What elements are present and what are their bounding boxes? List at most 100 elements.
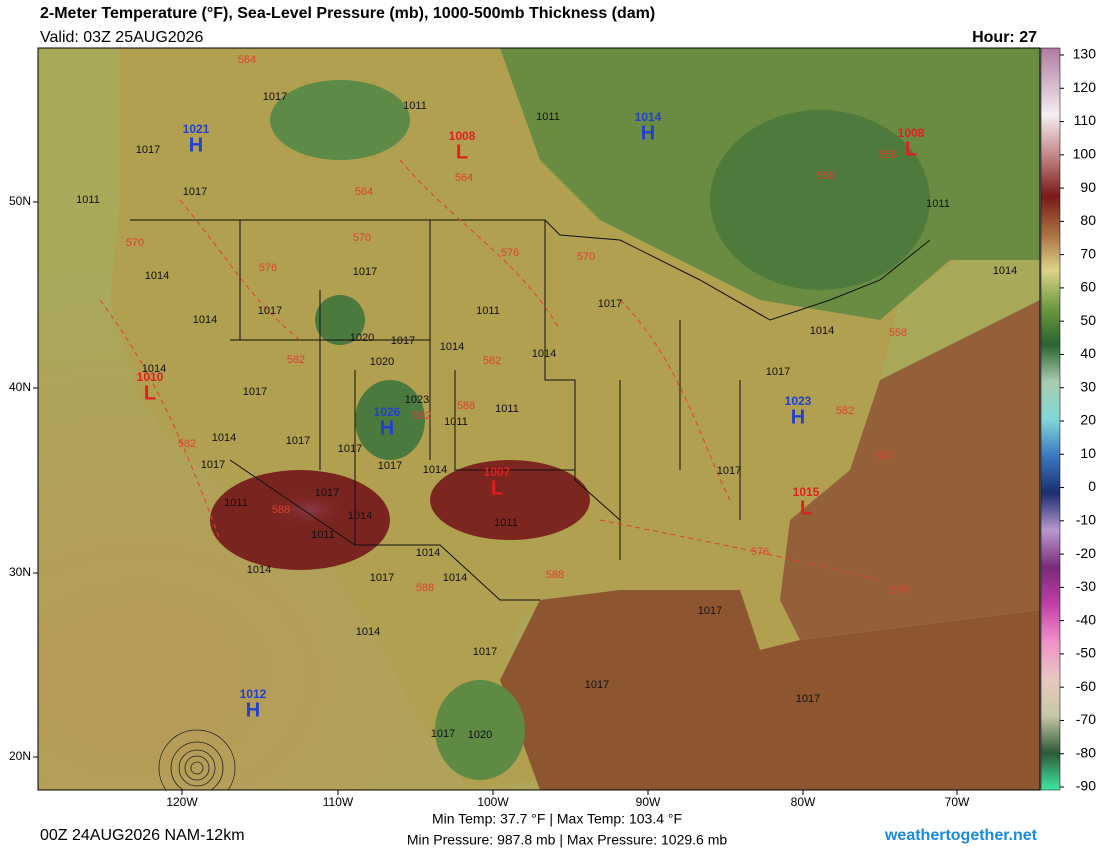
lat-label: 50N (9, 194, 31, 208)
isobar-label: 1014 (193, 314, 217, 326)
lat-label: 20N (9, 749, 31, 763)
isobar-label: 1011 (476, 305, 500, 317)
title: 2-Meter Temperature (°F), Sea-Level Pres… (40, 5, 655, 22)
thickness-label: 564 (238, 54, 256, 66)
isobar-label: 1014 (247, 564, 271, 576)
cool-area (710, 110, 930, 290)
lat-label: 30N (9, 565, 31, 579)
thickness-label: 576 (891, 584, 909, 596)
center-value: 1015 (793, 485, 820, 499)
isobar-label: 1014 (416, 547, 440, 559)
center-value: 1014 (635, 110, 662, 124)
isobar-label: 1020 (350, 332, 374, 344)
colorbar-label: 40 (1080, 345, 1096, 361)
gulf-atlantic (500, 590, 1040, 790)
isobar-label: 1017 (353, 266, 377, 278)
model-run: 00Z 24AUG2026 NAM-12km (40, 827, 245, 844)
isobar-label: 1017 (183, 186, 207, 198)
isobar-label: 1017 (286, 435, 310, 447)
isobar-label: 1014 (440, 341, 464, 353)
thickness-label: 558 (879, 149, 897, 161)
colorbar-label: 90 (1080, 179, 1096, 195)
site-credit: weathertogether.net (884, 827, 1038, 844)
hot-core (270, 490, 350, 530)
isobar-label: 1017 (431, 728, 455, 740)
isobar-label: 1017 (201, 459, 225, 471)
isobar-label: 1017 (378, 460, 402, 472)
colorbar-label: 120 (1073, 79, 1097, 95)
center-value: 1008 (449, 129, 476, 143)
colorbar-label: 60 (1080, 279, 1096, 295)
cyclone-rings (158, 729, 236, 790)
isobar-label: 1023 (405, 394, 429, 406)
colorbar-label: 20 (1080, 412, 1096, 428)
isobar-label: 1014 (142, 363, 166, 375)
pressure-range: Min Pressure: 987.8 mb | Max Pressure: 1… (407, 832, 728, 848)
colorbar-label: 10 (1080, 445, 1096, 461)
hot-area (430, 460, 590, 540)
lon-label: 80W (791, 795, 816, 809)
isobar-label: 1011 (444, 416, 468, 428)
thickness-label: 588 (272, 504, 290, 516)
map-frame (37, 47, 1041, 791)
isobar-label: 1011 (536, 111, 560, 123)
colorbar-label: 80 (1080, 212, 1096, 228)
thickness-label: 582 (483, 355, 501, 367)
center-value: 1012 (240, 687, 267, 701)
center-symbol: L (491, 477, 503, 499)
center-symbol: L (905, 138, 917, 160)
isobar-label: 1017 (315, 487, 339, 499)
borders (130, 219, 931, 601)
colorbar-label: 50 (1080, 312, 1096, 328)
colorbar-label: 0 (1088, 478, 1096, 494)
thickness-label: 564 (455, 172, 473, 184)
isobar-label: 1017 (263, 91, 287, 103)
center-symbol: L (456, 141, 468, 163)
center-value: 1023 (785, 394, 812, 408)
thickness-label: 582 (413, 410, 431, 422)
thickness-label: 570 (353, 232, 371, 244)
colorbar-label: -20 (1076, 545, 1096, 561)
isobar-label: 1014 (145, 270, 169, 282)
isobar-label: 1017 (598, 298, 622, 310)
valid-time: Valid: 03Z 25AUG2026 (40, 29, 203, 46)
colorbar-label: -40 (1076, 611, 1096, 627)
center-symbol: H (641, 122, 655, 144)
thickness-label: 570 (126, 237, 144, 249)
thickness-label: 588 (546, 569, 564, 581)
isobar-label: 1014 (356, 626, 380, 638)
isobar-label: 1020 (370, 356, 394, 368)
isobar-label: 1014 (810, 325, 834, 337)
isobar-label: 1017 (698, 605, 722, 617)
isobar-label: 1017 (585, 679, 609, 691)
center-symbol: L (144, 382, 156, 404)
isobar-label: 1017 (136, 144, 160, 156)
thickness-label: 576 (259, 262, 277, 274)
center-value: 1007 (484, 465, 511, 479)
isobar-label: 1017 (391, 335, 415, 347)
center-symbol: H (189, 134, 203, 156)
colorbar-label: 100 (1073, 146, 1097, 162)
colorbar-label: -60 (1076, 678, 1096, 694)
thickness-label: 564 (355, 186, 373, 198)
isobar-label: 1020 (468, 729, 492, 741)
center-value: 1021 (183, 122, 210, 136)
lon-label: 90W (636, 795, 661, 809)
isobar-label: 1014 (348, 510, 372, 522)
isobar-label: 1011 (926, 198, 950, 210)
colorbar-label: 30 (1080, 378, 1096, 394)
mexico-highlands (435, 680, 525, 780)
isobar-label: 1011 (224, 497, 248, 509)
colorbar-label: -70 (1076, 711, 1096, 727)
isobar-label: 1017 (796, 693, 820, 705)
isobar-label: 1017 (338, 443, 362, 455)
isobar-label: 1017 (258, 305, 282, 317)
isobar-label: 1011 (495, 403, 519, 415)
center-symbol: H (380, 417, 394, 439)
colorbar-label: 130 (1073, 46, 1097, 62)
thickness-label: 570 (876, 450, 894, 462)
isobar-label: 1014 (443, 572, 467, 584)
center-value: 1026 (374, 405, 401, 419)
